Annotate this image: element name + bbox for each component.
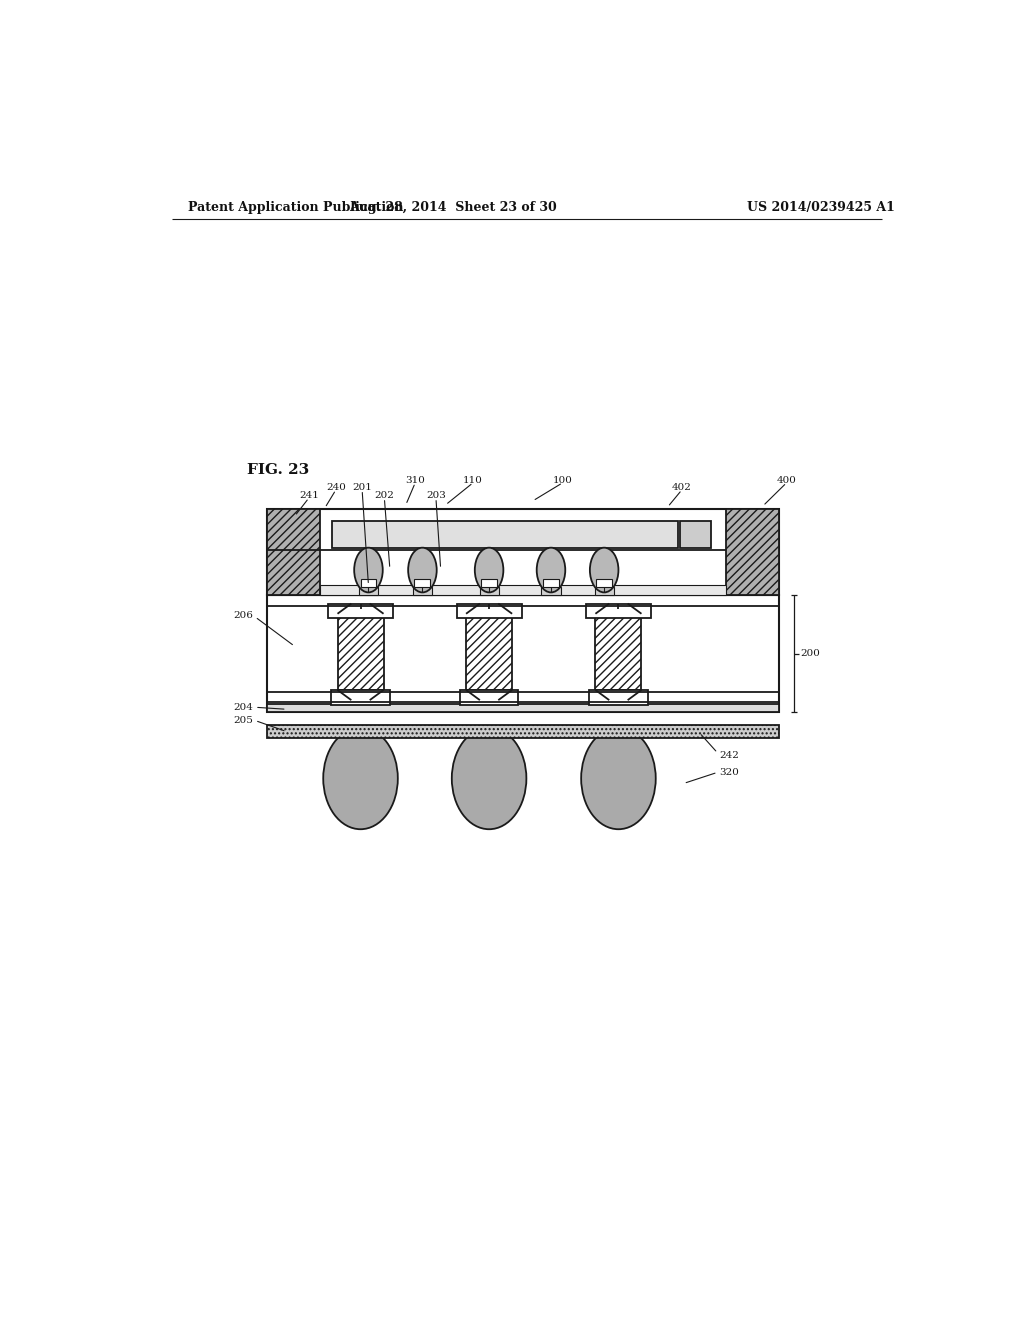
- Bar: [479, 587, 499, 595]
- Text: 204: 204: [233, 702, 253, 711]
- Bar: [360, 579, 377, 587]
- Bar: [415, 579, 430, 587]
- Text: 202: 202: [375, 491, 394, 500]
- Text: 100: 100: [553, 477, 572, 484]
- Text: 320: 320: [719, 768, 739, 776]
- Text: 310: 310: [406, 477, 425, 484]
- Bar: [543, 579, 559, 587]
- Bar: [586, 603, 651, 618]
- Bar: [457, 603, 521, 618]
- Text: 110: 110: [463, 477, 483, 484]
- Ellipse shape: [452, 727, 526, 829]
- Bar: [267, 704, 778, 713]
- Ellipse shape: [354, 548, 383, 593]
- Text: FIG. 23: FIG. 23: [247, 463, 309, 478]
- Text: 206: 206: [233, 611, 253, 620]
- Ellipse shape: [590, 548, 618, 593]
- Text: 242: 242: [719, 751, 739, 759]
- Bar: [542, 587, 560, 595]
- Bar: [338, 614, 384, 690]
- Ellipse shape: [582, 727, 655, 829]
- Text: Patent Application Publication: Patent Application Publication: [187, 201, 403, 214]
- Bar: [726, 510, 778, 595]
- Bar: [267, 510, 778, 595]
- Bar: [680, 521, 712, 548]
- Ellipse shape: [409, 548, 436, 593]
- Text: 240: 240: [326, 483, 346, 492]
- Text: 241: 241: [299, 491, 318, 500]
- Bar: [595, 614, 641, 690]
- Bar: [321, 585, 726, 595]
- Bar: [596, 579, 612, 587]
- Bar: [331, 690, 390, 705]
- Ellipse shape: [537, 548, 565, 593]
- Text: Aug. 28, 2014  Sheet 23 of 30: Aug. 28, 2014 Sheet 23 of 30: [349, 201, 557, 214]
- Bar: [460, 690, 518, 705]
- Bar: [332, 521, 678, 548]
- Bar: [466, 614, 512, 690]
- Bar: [359, 587, 378, 595]
- Bar: [413, 587, 432, 595]
- Bar: [328, 603, 393, 618]
- Ellipse shape: [324, 727, 397, 829]
- Ellipse shape: [475, 548, 504, 593]
- Bar: [589, 690, 648, 705]
- Text: 400: 400: [777, 477, 797, 484]
- Text: 203: 203: [426, 491, 445, 500]
- Text: 201: 201: [352, 483, 372, 492]
- Bar: [481, 579, 497, 587]
- Text: 402: 402: [672, 483, 692, 492]
- Bar: [267, 595, 778, 713]
- Text: 205: 205: [233, 715, 253, 725]
- Bar: [267, 510, 321, 595]
- Bar: [267, 725, 778, 738]
- Text: US 2014/0239425 A1: US 2014/0239425 A1: [748, 201, 895, 214]
- Text: 200: 200: [800, 649, 820, 659]
- Bar: [595, 587, 613, 595]
